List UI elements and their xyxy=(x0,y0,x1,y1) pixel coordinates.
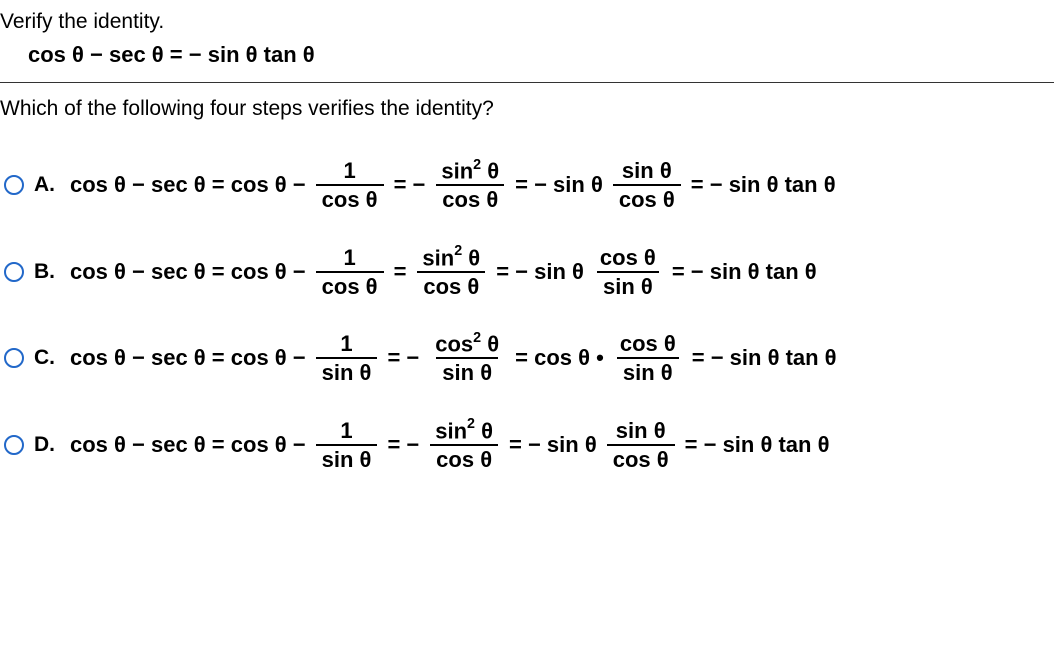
expr-start: cos θ − sec θ = cos θ − xyxy=(70,432,306,458)
identity-expression: cos θ − sec θ = − sin θ tan θ xyxy=(0,42,1054,82)
trig-base: sin xyxy=(441,158,473,183)
trig-arg: θ xyxy=(475,418,493,443)
eq2: = − xyxy=(394,172,426,198)
identity-rhs: sin θ tan θ xyxy=(208,42,315,67)
choice-letter: C. xyxy=(34,346,60,370)
frac-den: cos θ xyxy=(316,184,384,211)
expr-start: cos θ − sec θ = cos θ − xyxy=(70,259,306,285)
frac-num: sin θ xyxy=(616,159,678,184)
frac-den: cos θ xyxy=(436,184,504,211)
frac-num: sin2 θ xyxy=(416,246,486,271)
expr-start: cos θ − sec θ = cos θ − xyxy=(70,172,306,198)
choice-c[interactable]: C. cos θ − sec θ = cos θ − 1 sin θ = − c… xyxy=(4,332,1054,385)
frac-den: sin θ xyxy=(316,357,378,384)
trig-arg: θ xyxy=(481,331,499,356)
eq3: = − sin θ xyxy=(515,172,603,198)
verify-prompt: Verify the identity. xyxy=(0,0,1054,42)
choices-container: A. cos θ − sec θ = cos θ − 1 cos θ = − s… xyxy=(0,131,1054,471)
eq3: = cos θ • xyxy=(515,345,604,371)
fraction-3: sin θ cos θ xyxy=(607,419,675,471)
eq2: = − xyxy=(387,345,419,371)
eq3: = − sin θ xyxy=(496,259,584,285)
identity-lhs: cos θ − sec θ = xyxy=(28,42,183,67)
frac-den: cos θ xyxy=(430,444,498,471)
radio-icon[interactable] xyxy=(4,175,24,195)
radio-icon[interactable] xyxy=(4,262,24,282)
frac-num: 1 xyxy=(337,159,361,184)
eq4: = − sin θ tan θ xyxy=(692,345,837,371)
exponent: 2 xyxy=(473,330,481,346)
frac-den: cos θ xyxy=(607,444,675,471)
choice-b-math: cos θ − sec θ = cos θ − 1 cos θ = sin2 θ… xyxy=(70,246,817,299)
choice-letter: A. xyxy=(34,173,60,197)
fraction-1: 1 cos θ xyxy=(316,159,384,211)
frac-num: cos2 θ xyxy=(429,332,505,357)
exponent: 2 xyxy=(467,416,475,432)
frac-den: sin θ xyxy=(617,357,679,384)
expr-start: cos θ − sec θ = cos θ − xyxy=(70,345,306,371)
choice-b[interactable]: B. cos θ − sec θ = cos θ − 1 cos θ = sin… xyxy=(4,246,1054,299)
frac-num: 1 xyxy=(337,246,361,271)
frac-num: cos θ xyxy=(614,332,682,357)
fraction-3: cos θ sin θ xyxy=(594,246,662,298)
eq2: = xyxy=(394,259,407,285)
eq3: = − sin θ xyxy=(509,432,597,458)
exponent: 2 xyxy=(473,157,481,173)
trig-arg: θ xyxy=(462,245,480,270)
frac-num: sin θ xyxy=(610,419,672,444)
fraction-2: cos2 θ sin θ xyxy=(429,332,505,385)
question-prompt: Which of the following four steps verifi… xyxy=(0,83,1054,131)
fraction-2: sin2 θ cos θ xyxy=(416,246,486,299)
choice-letter: B. xyxy=(34,260,60,284)
fraction-1: 1 sin θ xyxy=(316,332,378,384)
choice-a-math: cos θ − sec θ = cos θ − 1 cos θ = − sin2… xyxy=(70,159,836,212)
eq4: = − sin θ tan θ xyxy=(685,432,830,458)
trig-base: cos xyxy=(435,331,473,356)
trig-arg: θ xyxy=(481,158,499,183)
frac-den: sin θ xyxy=(436,357,498,384)
choice-c-math: cos θ − sec θ = cos θ − 1 sin θ = − cos2… xyxy=(70,332,837,385)
frac-num: sin2 θ xyxy=(429,419,499,444)
frac-den: cos θ xyxy=(613,184,681,211)
choice-a[interactable]: A. cos θ − sec θ = cos θ − 1 cos θ = − s… xyxy=(4,159,1054,212)
fraction-3: cos θ sin θ xyxy=(614,332,682,384)
fraction-1: 1 cos θ xyxy=(316,246,384,298)
fraction-2: sin2 θ cos θ xyxy=(435,159,505,212)
frac-den: sin θ xyxy=(597,271,659,298)
eq4: = − sin θ tan θ xyxy=(672,259,817,285)
fraction-1: 1 sin θ xyxy=(316,419,378,471)
frac-den: cos θ xyxy=(417,271,485,298)
trig-base: sin xyxy=(435,418,467,443)
choice-letter: D. xyxy=(34,433,60,457)
fraction-3: sin θ cos θ xyxy=(613,159,681,211)
eq2: = − xyxy=(387,432,419,458)
choice-d[interactable]: D. cos θ − sec θ = cos θ − 1 sin θ = − s… xyxy=(4,419,1054,472)
exponent: 2 xyxy=(454,243,462,259)
frac-num: cos θ xyxy=(594,246,662,271)
eq4: = − sin θ tan θ xyxy=(691,172,836,198)
frac-num: 1 xyxy=(334,419,358,444)
trig-base: sin xyxy=(422,245,454,270)
radio-icon[interactable] xyxy=(4,435,24,455)
frac-num: 1 xyxy=(334,332,358,357)
fraction-2: sin2 θ cos θ xyxy=(429,419,499,472)
identity-sign: − xyxy=(189,42,208,67)
frac-num: sin2 θ xyxy=(435,159,505,184)
frac-den: cos θ xyxy=(316,271,384,298)
choice-d-math: cos θ − sec θ = cos θ − 1 sin θ = − sin2… xyxy=(70,419,829,472)
frac-den: sin θ xyxy=(316,444,378,471)
radio-icon[interactable] xyxy=(4,348,24,368)
